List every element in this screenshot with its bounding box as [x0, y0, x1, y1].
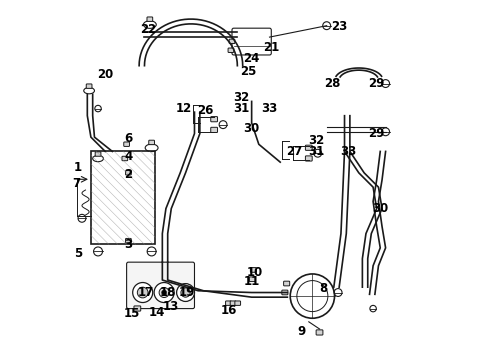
Text: 32: 32 — [232, 91, 248, 104]
Text: 28: 28 — [323, 77, 340, 90]
FancyBboxPatch shape — [125, 171, 131, 175]
Text: 26: 26 — [197, 104, 213, 117]
Text: 5: 5 — [74, 247, 82, 260]
Text: 31: 31 — [307, 145, 324, 158]
Text: 24: 24 — [243, 52, 259, 65]
Text: 2: 2 — [124, 168, 132, 181]
Text: 23: 23 — [330, 20, 346, 33]
Text: 7: 7 — [72, 177, 81, 190]
Text: 29: 29 — [368, 77, 384, 90]
Text: 22: 22 — [140, 23, 156, 36]
Text: 9: 9 — [297, 325, 305, 338]
FancyBboxPatch shape — [227, 48, 233, 53]
FancyBboxPatch shape — [125, 238, 131, 243]
FancyBboxPatch shape — [305, 145, 311, 150]
Text: 1: 1 — [73, 161, 81, 174]
FancyBboxPatch shape — [210, 127, 217, 132]
FancyBboxPatch shape — [229, 39, 234, 44]
Text: 6: 6 — [124, 132, 132, 145]
FancyBboxPatch shape — [148, 140, 154, 145]
Circle shape — [162, 290, 166, 295]
FancyBboxPatch shape — [123, 142, 129, 147]
FancyBboxPatch shape — [86, 84, 92, 88]
FancyBboxPatch shape — [234, 301, 240, 305]
Circle shape — [176, 284, 194, 301]
Circle shape — [181, 288, 190, 297]
Text: 17: 17 — [138, 286, 154, 299]
FancyBboxPatch shape — [283, 281, 289, 286]
Text: 30: 30 — [243, 122, 259, 135]
FancyBboxPatch shape — [210, 117, 217, 122]
Text: 15: 15 — [123, 307, 140, 320]
FancyBboxPatch shape — [230, 301, 235, 305]
Text: 13: 13 — [163, 300, 179, 313]
Text: 11: 11 — [243, 275, 259, 288]
Text: 20: 20 — [97, 68, 113, 81]
Circle shape — [137, 287, 148, 298]
Bar — [91, 152, 155, 244]
FancyBboxPatch shape — [134, 306, 141, 311]
Text: 14: 14 — [148, 306, 165, 319]
Text: 21: 21 — [263, 41, 279, 54]
FancyBboxPatch shape — [315, 330, 322, 335]
Text: 31: 31 — [232, 102, 248, 115]
FancyBboxPatch shape — [225, 301, 231, 305]
FancyBboxPatch shape — [249, 277, 255, 282]
FancyBboxPatch shape — [95, 152, 101, 156]
Text: 27: 27 — [286, 145, 302, 158]
Text: 30: 30 — [371, 202, 387, 215]
Text: 25: 25 — [240, 64, 256, 77]
Text: 4: 4 — [124, 150, 132, 163]
Text: 3: 3 — [124, 238, 132, 251]
FancyBboxPatch shape — [281, 290, 287, 295]
Text: 33: 33 — [261, 102, 277, 115]
Circle shape — [154, 283, 174, 302]
Text: 18: 18 — [159, 286, 176, 299]
Text: 10: 10 — [246, 266, 263, 279]
Circle shape — [132, 283, 152, 302]
Circle shape — [159, 288, 169, 297]
Text: 16: 16 — [220, 304, 236, 317]
FancyBboxPatch shape — [250, 267, 256, 272]
Text: 19: 19 — [179, 286, 195, 299]
FancyBboxPatch shape — [305, 156, 311, 161]
FancyBboxPatch shape — [147, 17, 152, 21]
Text: 12: 12 — [175, 102, 191, 115]
FancyBboxPatch shape — [126, 262, 194, 309]
Text: 32: 32 — [307, 134, 324, 147]
FancyBboxPatch shape — [122, 156, 127, 161]
Text: 33: 33 — [339, 145, 355, 158]
Text: 8: 8 — [318, 283, 326, 296]
Circle shape — [290, 274, 334, 318]
Text: 29: 29 — [368, 127, 384, 140]
